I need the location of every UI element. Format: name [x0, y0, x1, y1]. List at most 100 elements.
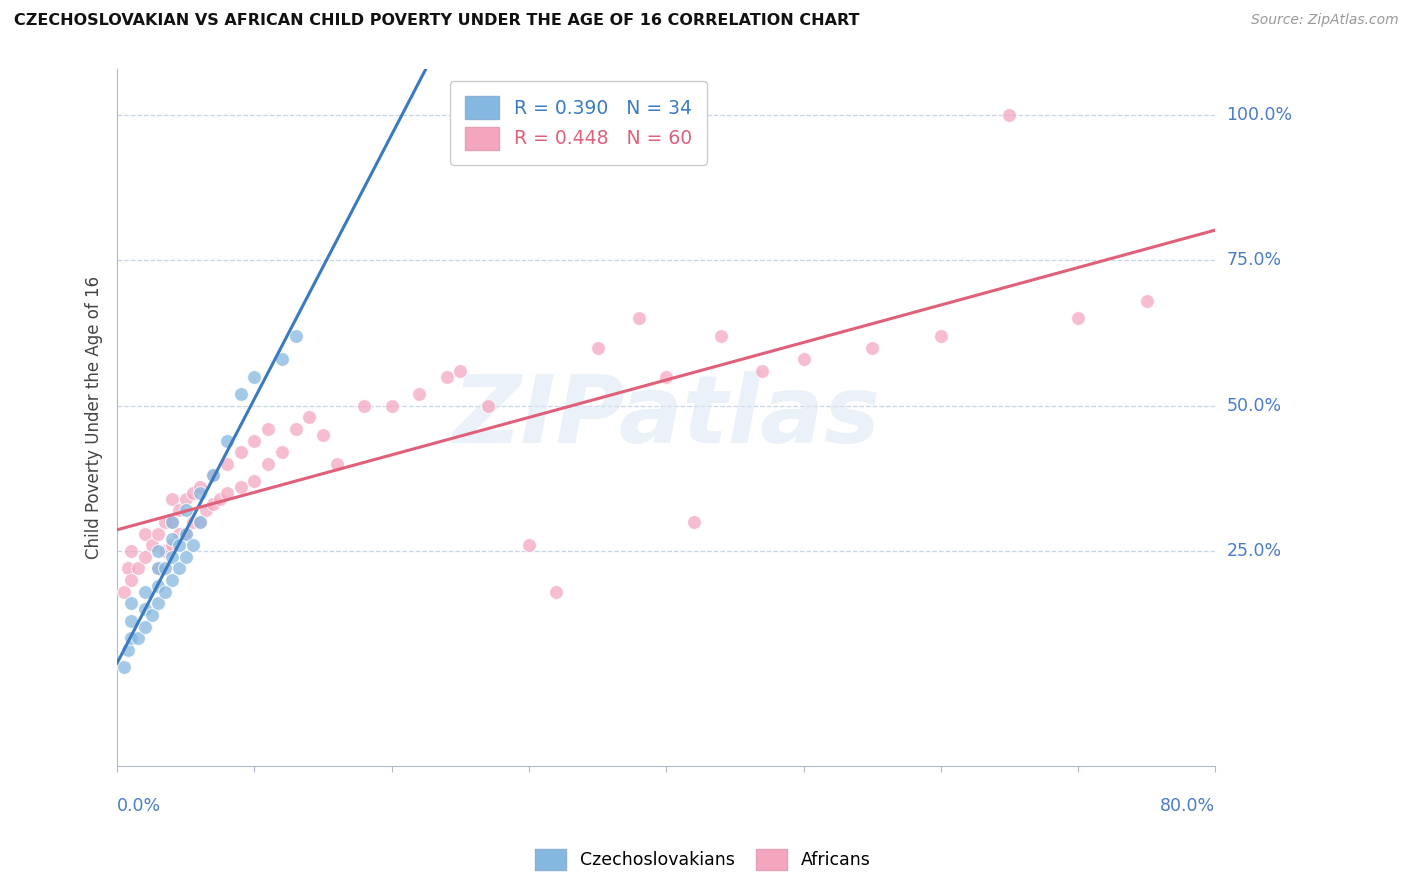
Point [929, 329, 952, 343]
Point [117, 561, 139, 575]
Point [155, 584, 177, 599]
Point [160, 549, 183, 564]
Point [546, 584, 568, 599]
Point [167, 561, 190, 575]
Point [229, 387, 252, 401]
Point [195, 503, 218, 517]
Point [155, 561, 177, 575]
Point [174, 503, 197, 517]
Point [188, 480, 211, 494]
Point [160, 491, 183, 506]
Text: 25.0%: 25.0% [1226, 542, 1282, 560]
Point [117, 642, 139, 657]
Point [174, 549, 197, 564]
Point [381, 399, 404, 413]
Point [436, 369, 458, 384]
Point [167, 538, 190, 552]
Point [148, 561, 170, 575]
Point [243, 474, 266, 488]
Point [477, 399, 499, 413]
Point [127, 561, 149, 575]
Text: 100.0%: 100.0% [1226, 106, 1292, 124]
Point [517, 538, 540, 552]
Point [710, 329, 733, 343]
Point [257, 457, 280, 471]
Point [655, 369, 678, 384]
Point [112, 660, 135, 674]
Point [148, 526, 170, 541]
Point [209, 491, 232, 506]
Point [112, 584, 135, 599]
Text: CZECHOSLOVAKIAN VS AFRICAN CHILD POVERTY UNDER THE AGE OF 16 CORRELATION CHART: CZECHOSLOVAKIAN VS AFRICAN CHILD POVERTY… [14, 13, 859, 29]
Point [284, 422, 307, 436]
Point [188, 515, 211, 529]
Point [202, 498, 225, 512]
Point [188, 515, 211, 529]
Point [271, 352, 294, 367]
Point [229, 480, 252, 494]
Point [298, 410, 321, 425]
Legend: R = 0.390   N = 34, R = 0.448   N = 60: R = 0.390 N = 34, R = 0.448 N = 60 [450, 81, 707, 165]
Point [160, 573, 183, 587]
Point [181, 485, 204, 500]
Point [127, 631, 149, 645]
Point [793, 352, 815, 367]
Text: 0.0%: 0.0% [117, 797, 162, 814]
Point [160, 515, 183, 529]
Point [353, 399, 375, 413]
Point [860, 341, 883, 355]
Point [160, 515, 183, 529]
Point [257, 422, 280, 436]
Point [215, 457, 238, 471]
Point [181, 515, 204, 529]
Point [148, 561, 170, 575]
Point [998, 108, 1021, 122]
Point [312, 427, 335, 442]
Point [243, 434, 266, 448]
Point [215, 485, 238, 500]
Point [120, 573, 142, 587]
Point [134, 619, 156, 633]
Point [243, 369, 266, 384]
Point [202, 468, 225, 483]
Point [284, 329, 307, 343]
Point [167, 526, 190, 541]
Point [134, 602, 156, 616]
Point [155, 515, 177, 529]
Point [181, 538, 204, 552]
Point [271, 445, 294, 459]
Point [1136, 293, 1159, 308]
Point [174, 491, 197, 506]
Point [751, 364, 773, 378]
Point [188, 485, 211, 500]
Text: Source: ZipAtlas.com: Source: ZipAtlas.com [1251, 13, 1399, 28]
Point [148, 544, 170, 558]
Legend: Czechoslovakians, Africans: Czechoslovakians, Africans [526, 840, 880, 879]
Point [120, 614, 142, 628]
Point [586, 341, 609, 355]
Point [120, 631, 142, 645]
Point [174, 526, 197, 541]
Point [155, 544, 177, 558]
Y-axis label: Child Poverty Under the Age of 16: Child Poverty Under the Age of 16 [86, 276, 103, 558]
Point [141, 607, 163, 622]
Point [174, 526, 197, 541]
Point [120, 596, 142, 610]
Text: 75.0%: 75.0% [1226, 252, 1282, 269]
Point [160, 538, 183, 552]
Point [134, 549, 156, 564]
Point [167, 503, 190, 517]
Text: 80.0%: 80.0% [1160, 797, 1215, 814]
Text: ZIPatlas: ZIPatlas [453, 371, 880, 463]
Point [141, 538, 163, 552]
Point [627, 311, 650, 326]
Point [1067, 311, 1090, 326]
Point [215, 434, 238, 448]
Point [160, 533, 183, 547]
Point [202, 468, 225, 483]
Point [134, 584, 156, 599]
Point [449, 364, 471, 378]
Point [134, 526, 156, 541]
Text: 50.0%: 50.0% [1226, 397, 1282, 415]
Point [229, 445, 252, 459]
